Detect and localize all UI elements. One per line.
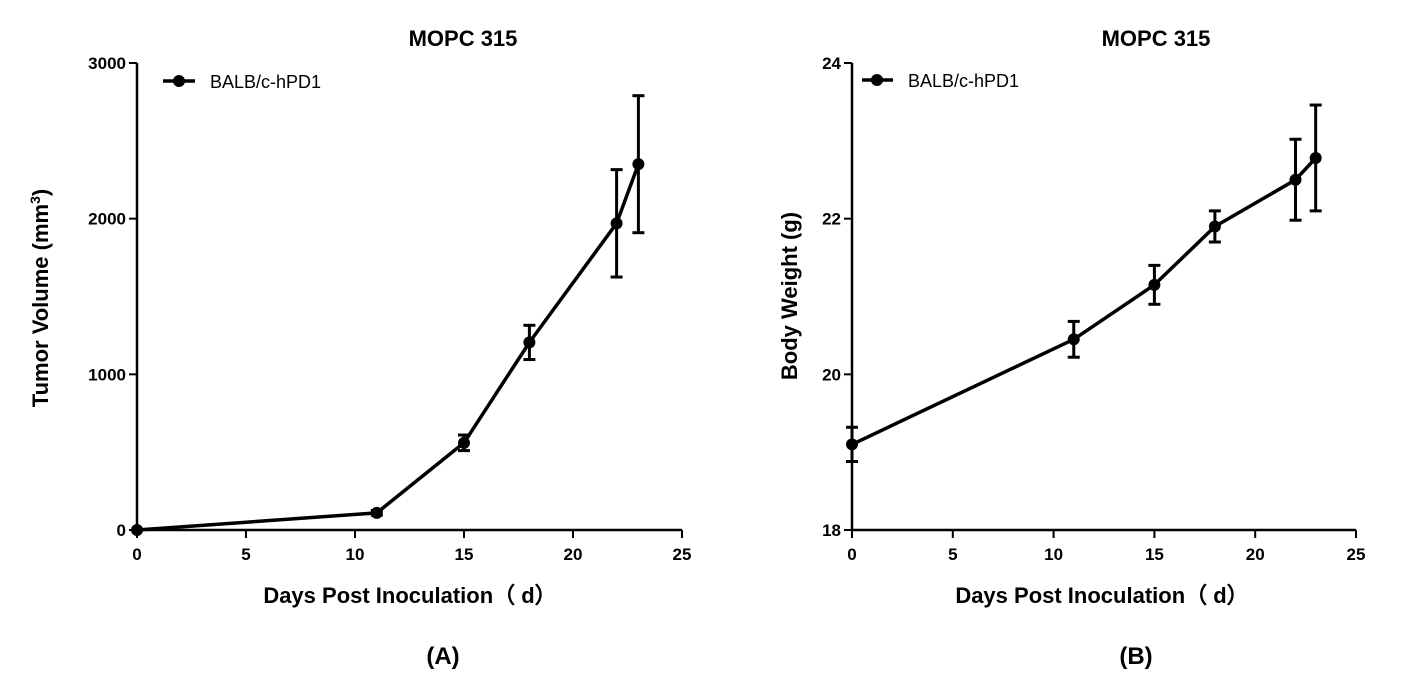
x-axis-label: Days Post Inoculation（ d）	[955, 583, 1248, 608]
legend-marker	[173, 75, 185, 87]
legend-label: BALB/c-hPD1	[210, 72, 321, 92]
data-point	[523, 336, 536, 349]
y-tick-label: 18	[822, 521, 841, 540]
x-tick-label: 5	[948, 545, 957, 564]
y-tick-label: 0	[117, 521, 126, 540]
y-axis-label: Tumor Volume (mm3)	[27, 189, 53, 407]
legend-marker	[871, 74, 883, 86]
y-tick-label: 3000	[88, 54, 126, 73]
data-point	[1289, 173, 1302, 186]
data-point	[370, 506, 383, 519]
x-axis-label: Days Post Inoculation（ d）	[263, 583, 556, 608]
data-point	[1309, 151, 1322, 164]
x-tick-label: 15	[455, 545, 474, 564]
y-tick-label: 22	[822, 210, 841, 229]
chart-title: MOPC 315	[409, 26, 518, 51]
data-point	[1067, 333, 1080, 346]
data-point	[846, 438, 858, 451]
data-point	[632, 158, 645, 171]
y-tick-label: 20	[822, 365, 841, 384]
x-tick-label: 10	[346, 545, 365, 564]
series-line	[136, 163, 641, 532]
y-axis-label: Body Weight (g)	[777, 212, 802, 380]
legend-label: BALB/c-hPD1	[908, 71, 1019, 91]
x-tick-label: 20	[1246, 545, 1265, 564]
x-tick-label: 0	[847, 545, 856, 564]
data-point	[458, 436, 470, 449]
chart-title: MOPC 315	[1102, 26, 1211, 51]
x-tick-label: 25	[673, 545, 692, 564]
x-tick-label: 10	[1044, 545, 1063, 564]
panel-label: (B)	[1119, 643, 1152, 670]
chart-panel-b: MOPC 315 Body Weight (g) Days Post Inocu…	[777, 26, 1365, 670]
y-tick-label: 24	[822, 54, 841, 73]
panel-label: (A)	[426, 643, 459, 670]
x-tick-label: 5	[241, 545, 250, 564]
series-line	[851, 156, 1317, 446]
y-tick-label: 1000	[88, 365, 126, 384]
x-tick-label: 20	[564, 545, 583, 564]
legend: BALB/c-hPD1	[163, 72, 321, 92]
x-tick-label: 15	[1145, 545, 1164, 564]
plot-area: 0 1000 2000 3000 0 5 10 15 20 25	[88, 54, 691, 564]
data-point	[610, 217, 623, 230]
chart-panel-a: MOPC 315 Tumor Volume (mm3) Days Post In…	[27, 26, 691, 670]
data-point	[1208, 220, 1221, 233]
data-point	[1148, 278, 1161, 291]
plot-area: 18 20 22 24 0 5 10 15 20 25	[822, 54, 1365, 564]
y-tick-label: 2000	[88, 210, 126, 229]
x-tick-label: 25	[1347, 545, 1366, 564]
x-tick-label: 0	[132, 545, 141, 564]
data-point	[131, 524, 143, 536]
legend: BALB/c-hPD1	[862, 71, 1019, 91]
